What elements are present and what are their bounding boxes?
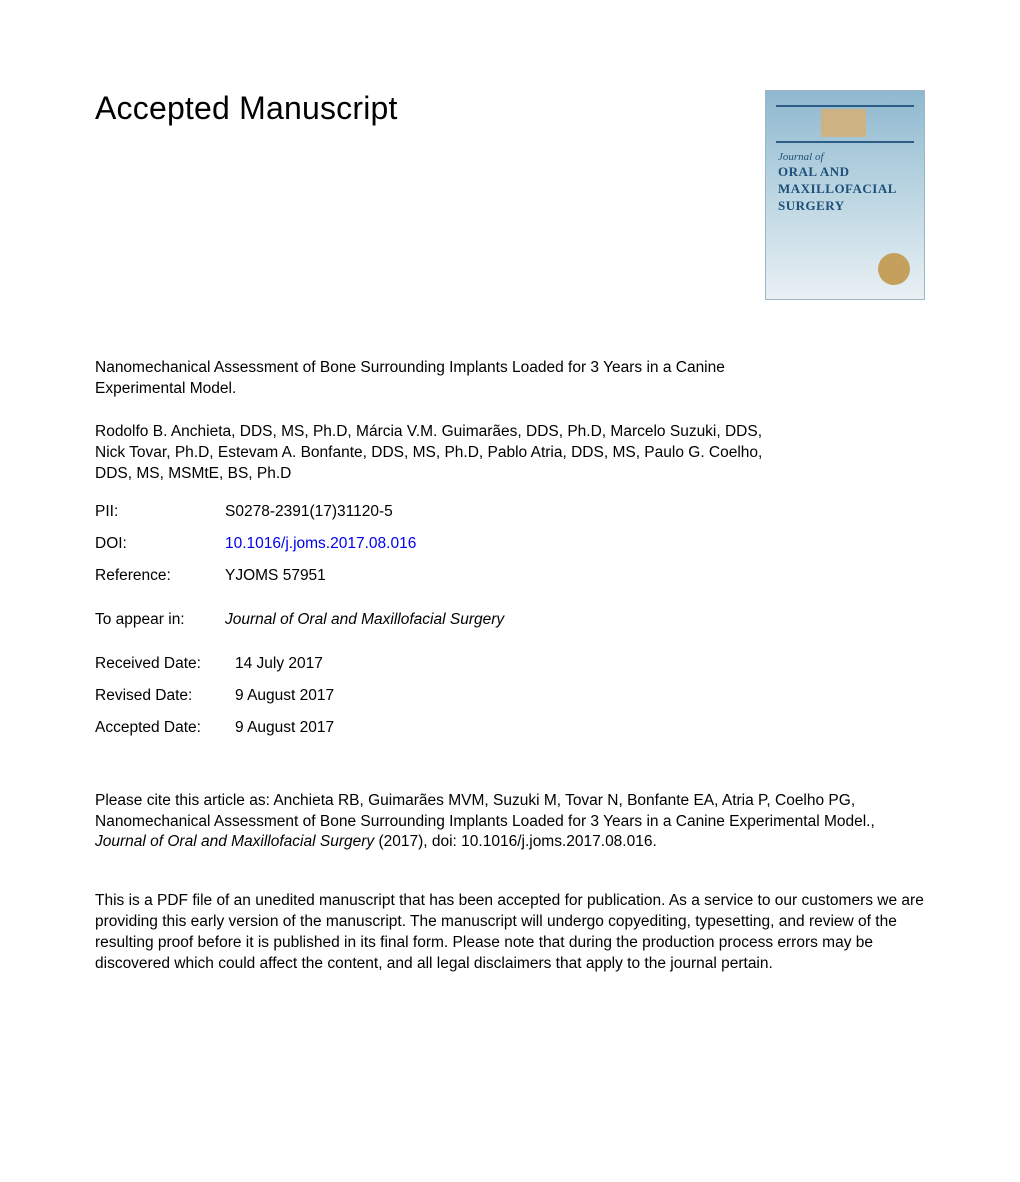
page-heading: Accepted Manuscript [95,90,398,127]
citation-pre: Please cite this article as: Anchieta RB… [95,792,875,830]
revised-date-value: 9 August 2017 [235,687,334,705]
cover-journal-line3: SURGERY [778,199,897,214]
citation-post: (2017), doi: 10.1016/j.joms.2017.08.016. [374,833,657,850]
pii-label: PII: [95,503,225,521]
dates-table: Received Date: 14 July 2017 Revised Date… [95,655,925,737]
article-authors: Rodolfo B. Anchieta, DDS, MS, Ph.D, Márc… [95,422,795,485]
cover-journal-line2: MAXILLOFACIAL [778,182,897,197]
article-title: Nanomechanical Assessment of Bone Surrou… [95,358,735,400]
metadata-table: PII: S0278-2391(17)31120-5 DOI: 10.1016/… [95,503,925,585]
cover-journal-line1: ORAL AND [778,165,897,180]
to-appear-value: Journal of Oral and Maxillofacial Surger… [225,611,504,629]
disclaimer-text: This is a PDF file of an unedited manusc… [95,891,925,975]
reference-label: Reference: [95,567,225,585]
cover-journal-prefix: Journal of [778,151,824,163]
journal-cover-thumbnail: Journal of ORAL AND MAXILLOFACIAL SURGER… [765,90,925,300]
received-date-label: Received Date: [95,655,235,673]
received-date-value: 14 July 2017 [235,655,323,673]
pii-value: S0278-2391(17)31120-5 [225,503,393,521]
revised-date-label: Revised Date: [95,687,235,705]
doi-label: DOI: [95,535,225,553]
citation-journal: Journal of Oral and Maxillofacial Surger… [95,833,374,850]
accepted-date-value: 9 August 2017 [235,719,334,737]
reference-value: YJOMS 57951 [225,567,326,585]
cover-seal-icon [878,253,910,285]
to-appear-label: To appear in: [95,611,225,629]
citation-block: Please cite this article as: Anchieta RB… [95,791,925,854]
accepted-date-label: Accepted Date: [95,719,235,737]
doi-link[interactable]: 10.1016/j.joms.2017.08.016 [225,535,416,553]
